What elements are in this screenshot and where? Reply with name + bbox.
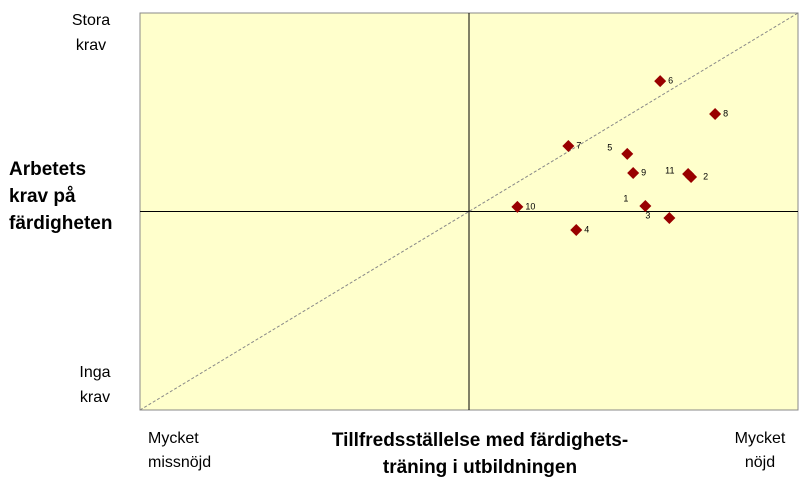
y-bottom-label: krav [80,389,110,406]
point [663,212,676,225]
point-label: 6 [668,75,673,85]
point [621,147,634,160]
y-axis-label: färdigheten [9,213,112,234]
y-axis-label: krav på [9,186,76,207]
y-bottom-label: Inga [79,364,110,381]
point-label: 11 [665,165,674,175]
y-top-label: Stora [72,12,110,29]
x-right-label: nöjd [745,454,775,471]
y-axis-label: Arbetets [9,159,86,180]
point [511,200,524,213]
point [654,75,667,88]
diagonal [139,12,799,411]
x-left-label: Mycket [148,430,199,447]
point-label: 4 [584,224,589,234]
x-right-label: Mycket [735,430,786,447]
point-label: 9 [641,167,646,177]
x-axis-label: träning i utbildningen [383,457,577,477]
point-label: 5 [607,142,612,152]
point [709,108,722,121]
x-left-label: missnöjd [148,454,211,471]
point [639,199,652,212]
point-label: 3 [645,210,650,220]
point [570,223,583,236]
point-label: 1 [623,193,628,203]
point [682,167,695,180]
point-label: 10 [525,201,535,211]
y-top-label: krav [76,37,106,54]
x-axis-label: Tillfredsställelse med färdighets- [332,430,628,451]
point-label: 7 [576,140,581,150]
point-label: 8 [723,108,728,118]
point [627,166,640,179]
point-label: 2 [703,171,708,181]
point [562,139,575,152]
